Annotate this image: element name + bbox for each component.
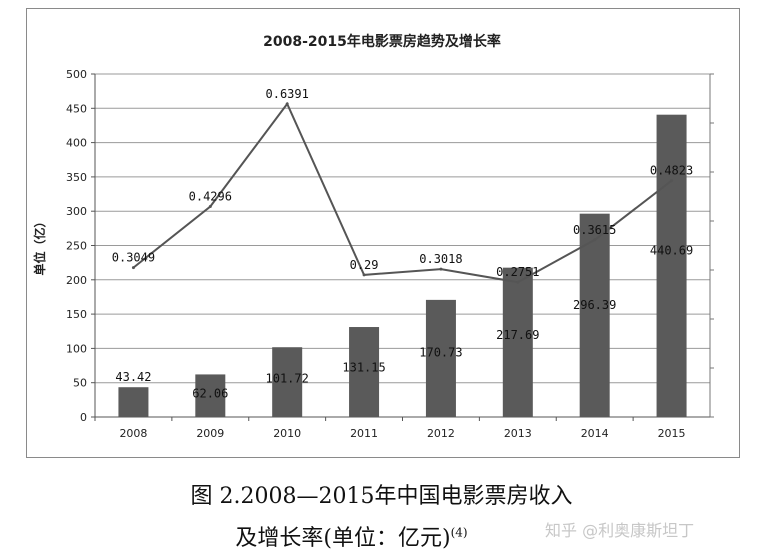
growth-point-2012 xyxy=(439,267,443,271)
growth-value-label: 0.29 xyxy=(350,258,379,272)
bar-value-label: 440.69 xyxy=(650,244,693,258)
chart: 2008-2015年电影票房趋势及增长率 0 50 100 150 200 250 300 35… xyxy=(32,33,714,440)
bar-2009 xyxy=(195,374,226,417)
x-tick-label: 2014 xyxy=(581,427,609,440)
growth-value-label: 0.2751 xyxy=(496,265,539,279)
growth-point-2013 xyxy=(516,280,520,284)
y-tick-label: 500 xyxy=(66,68,87,81)
x-tick-label: 2012 xyxy=(427,427,455,440)
y-tick-label: 0 xyxy=(80,411,87,424)
y-tick-label: 450 xyxy=(66,102,87,115)
bar-2010 xyxy=(272,347,303,417)
y-tick-label: 250 xyxy=(66,240,87,253)
figure-caption-line1: 图 2.2008—2015年中国电影票房收入 xyxy=(190,484,573,509)
bar-2015 xyxy=(656,114,687,418)
bar-value-label: 170.73 xyxy=(419,346,462,360)
growth-value-label: 0.4823 xyxy=(650,164,693,178)
bar-2014 xyxy=(579,213,610,417)
bar-value-label: 217.69 xyxy=(496,328,539,342)
bar-2013 xyxy=(502,267,533,417)
y-tick-label: 200 xyxy=(66,274,87,287)
growth-value-label: 0.4296 xyxy=(189,189,232,203)
y-tick-label: 100 xyxy=(66,342,87,355)
watermark: 知乎 @利奥康斯坦丁 xyxy=(545,521,695,540)
bar-2008 xyxy=(118,387,149,417)
y-tick-label: 150 xyxy=(66,308,87,321)
y-axis-label: 单位（亿） xyxy=(32,215,47,275)
y-tick-label: 350 xyxy=(66,171,87,184)
growth-value-label: 0.3615 xyxy=(573,223,616,237)
growth-value-label: 0.3049 xyxy=(112,251,155,265)
x-tick-label: 2008 xyxy=(119,427,147,440)
x-tick-label: 2015 xyxy=(658,427,686,440)
growth-point-2015 xyxy=(670,179,674,183)
growth-point-2014 xyxy=(593,238,597,242)
bar-value-label: 296.39 xyxy=(573,298,616,312)
bar-value-label: 43.42 xyxy=(115,370,151,384)
growth-value-label: 0.3018 xyxy=(419,252,462,266)
y-tick-label: 400 xyxy=(66,137,87,150)
x-tick-label: 2010 xyxy=(273,427,301,440)
y-tick-label: 50 xyxy=(73,377,87,390)
bar-2012 xyxy=(425,299,456,417)
x-tick-label: 2011 xyxy=(350,427,378,440)
figure-caption-text: 及增长率(单位：亿元) xyxy=(235,526,451,551)
growth-point-2010 xyxy=(285,102,289,106)
growth-rate-line xyxy=(132,101,673,284)
bar-2011 xyxy=(349,327,380,417)
x-tick-label: 2013 xyxy=(504,427,532,440)
growth-point-2009 xyxy=(208,204,212,208)
bar-value-label: 131.15 xyxy=(342,361,385,375)
growth-value-label: 0.6391 xyxy=(266,87,309,101)
x-tick-label: 2009 xyxy=(196,427,224,440)
growth-point-2011 xyxy=(362,273,366,277)
figure-caption-line2: 及增长率(单位：亿元)(4) xyxy=(0,520,733,552)
growth-point-2008 xyxy=(131,266,135,270)
bar-value-label: 62.06 xyxy=(192,387,228,401)
bar-value-label: 101.72 xyxy=(266,372,309,386)
chart-title: 2008-2015年电影票房趋势及增长率 xyxy=(263,33,501,50)
figure-reference: (4) xyxy=(450,525,468,540)
y-tick-label: 300 xyxy=(66,205,87,218)
